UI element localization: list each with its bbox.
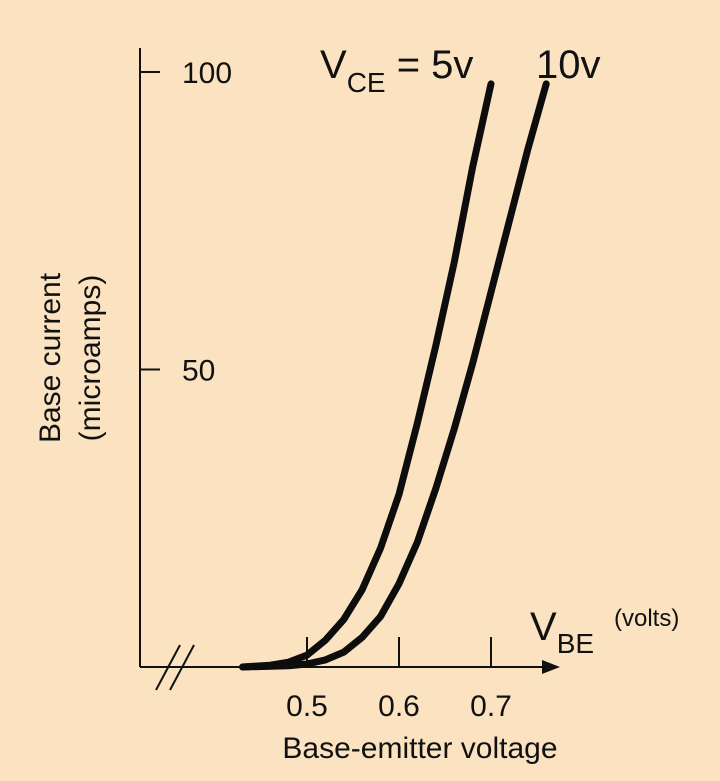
x-axis-arrowhead (542, 660, 560, 674)
y-ticks: 50 100 (140, 57, 232, 388)
x-axis-unit: (volts) (614, 605, 679, 632)
x-ticks: 0.5 0.6 0.7 (286, 637, 512, 723)
x-tick-label: 0.7 (470, 690, 512, 723)
series-label-eq: = 5v (386, 43, 474, 87)
axis-break-mark (155, 644, 195, 691)
x-tick-label: 0.5 (286, 690, 328, 723)
x-axis-symbol: VBE (530, 605, 594, 659)
series-line-vce-10v (239, 80, 550, 671)
y-tick-label: 100 (182, 57, 232, 90)
series-label-vce: VCE = 5v (320, 43, 473, 98)
x-axis-title: Base-emitter voltage (282, 732, 557, 765)
x-axis-symbol-sub: BE (557, 628, 594, 659)
series-label-sub: CE (347, 67, 386, 98)
x-axis-symbol-main: V (530, 605, 557, 649)
series-line-vce-5v (239, 80, 495, 671)
y-axis-title: Base current (microamps) (34, 272, 107, 443)
series-label-main: V (320, 43, 347, 87)
series-group (239, 80, 550, 671)
series-label-10v: 10v (536, 43, 601, 87)
y-tick-label: 50 (182, 355, 215, 388)
x-tick-label: 0.6 (378, 690, 420, 723)
y-axis-title-line1: Base current (34, 272, 67, 443)
y-axis-title-line2: (microamps) (74, 275, 107, 442)
